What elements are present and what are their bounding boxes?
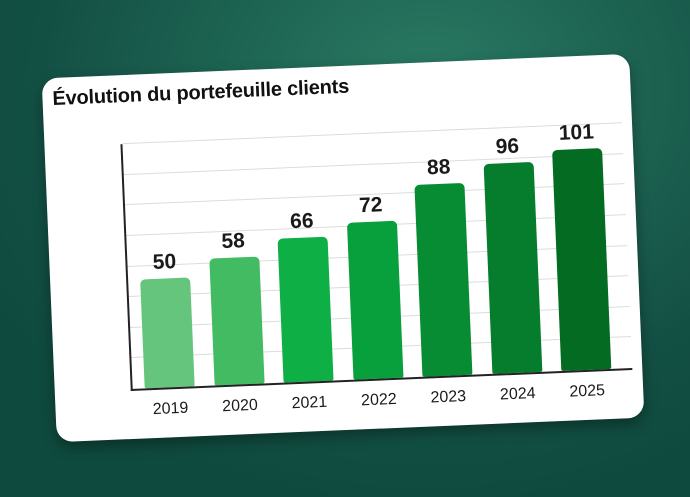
bar-value-label: 58 xyxy=(220,229,246,254)
gridline xyxy=(123,152,624,175)
bar-2020 xyxy=(208,256,265,386)
bar-value-label: 72 xyxy=(358,192,383,217)
x-tick-label: 2022 xyxy=(360,390,398,410)
bar-2021 xyxy=(277,236,334,383)
x-tick-label: 2023 xyxy=(430,387,467,407)
bar-value-label: 50 xyxy=(152,249,177,274)
chart-card: Évolution du portefeuille clients 50 2019… xyxy=(41,53,645,443)
x-tick-label: 2024 xyxy=(499,385,536,404)
bar-2019 xyxy=(140,277,195,389)
bar-2022 xyxy=(346,220,403,380)
bar-value-label: 101 xyxy=(558,120,595,145)
bar-2025 xyxy=(552,148,612,371)
bar-value-label: 66 xyxy=(289,208,314,233)
x-tick-label: 2025 xyxy=(569,382,606,401)
bar-2024 xyxy=(483,161,542,374)
x-tick-label: 2021 xyxy=(291,393,328,413)
bar-value-label: 88 xyxy=(426,154,451,179)
plot-area: 50 2019 58 2020 66 2021 72 2022 88 2023 96 2024 101 2… xyxy=(120,120,633,418)
chart-title: Évolution du portefeuille clients xyxy=(52,75,350,111)
bar-value-label: 96 xyxy=(495,134,520,159)
x-tick-label: 2019 xyxy=(152,399,189,419)
x-tick-label: 2020 xyxy=(221,396,259,416)
bar-2023 xyxy=(414,182,473,377)
